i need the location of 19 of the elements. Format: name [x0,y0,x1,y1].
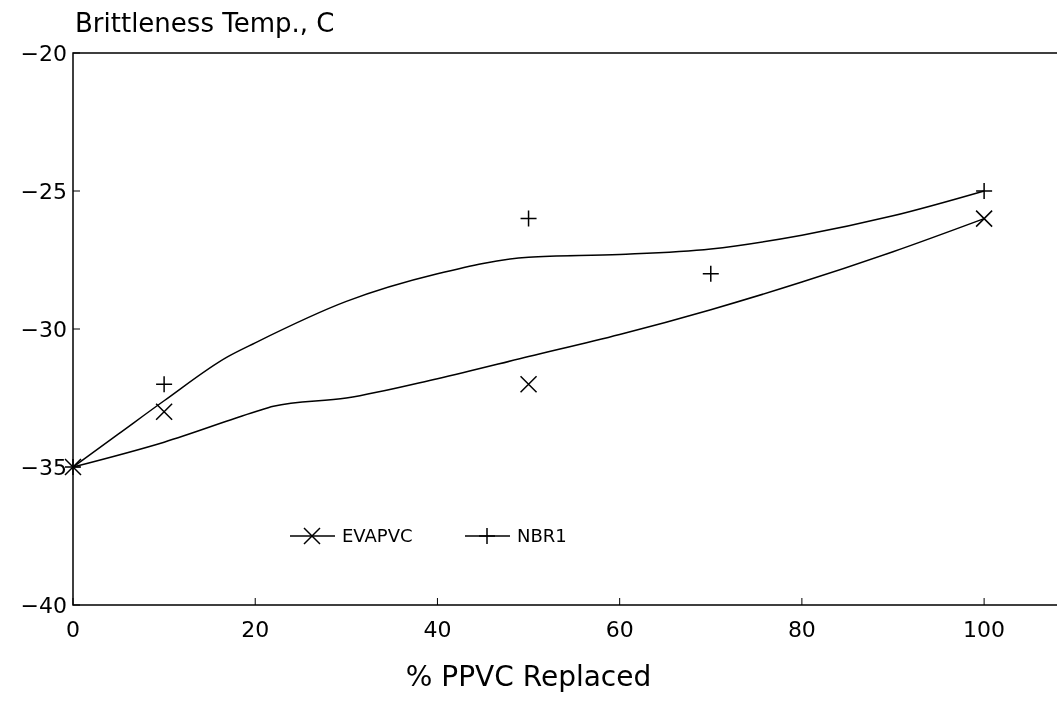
point [519,209,538,228]
y-tick-label: −20 [20,40,67,66]
legend-label: NBR1 [517,525,567,547]
point [519,375,538,393]
legend-label: EVAPVC [342,525,413,547]
y-tick-label: −30 [20,316,67,342]
y-axis-title: Brittleness Temp., C [75,8,335,38]
x-tick-label: 40 [423,617,452,642]
x-tick-label: 80 [787,617,816,642]
y-tick-label: −40 [20,592,67,618]
x-axis-title: % PPVC Replaced [405,660,652,693]
x-tick-label: 20 [241,617,270,642]
y-tick-label: −25 [20,178,67,204]
x-tick-label: 100 [963,617,1006,642]
point [975,209,993,228]
x-tick-label: 60 [605,617,634,642]
x-tick-label: 0 [66,617,80,642]
point [155,403,173,421]
y-tick-label: −35 [20,454,67,480]
